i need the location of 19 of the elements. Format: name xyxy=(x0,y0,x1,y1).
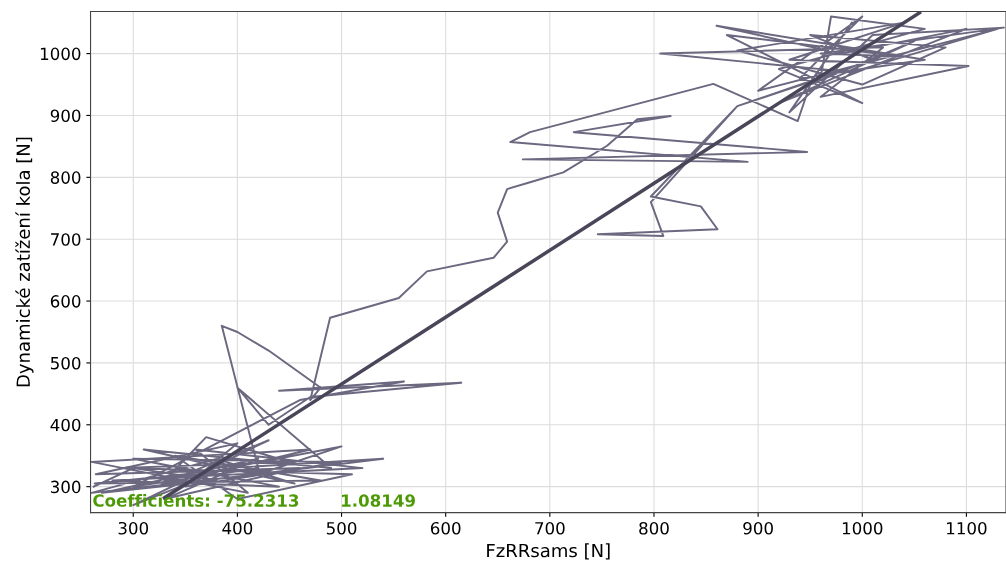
y-tick-label: 600 xyxy=(50,295,81,308)
x-tick-label: 1000 xyxy=(842,521,883,535)
y-tick-label: 900 xyxy=(50,109,81,123)
y-tick-label: 300 xyxy=(50,480,81,494)
x-tick-label: 1100 xyxy=(947,521,987,535)
y-axis-title: Dynamické zatížení kola [N] xyxy=(15,137,34,387)
y-tick-label: 700 xyxy=(51,233,81,246)
x-tick-label: 500 xyxy=(326,521,357,535)
y-tick-label: 400 xyxy=(50,418,81,432)
x-tick-label: 400 xyxy=(222,521,253,535)
x-tick-label: 300 xyxy=(118,521,149,535)
x-axis-title: FzRRsams [N] xyxy=(487,543,610,560)
x-tick-label: 900 xyxy=(743,521,773,535)
y-tick-label: 800 xyxy=(50,171,81,184)
x-tick-label: 800 xyxy=(639,521,669,535)
y-tick-label: 500 xyxy=(50,356,81,370)
x-tick-label: 700 xyxy=(535,521,565,535)
y-tick-label: 1000 xyxy=(40,47,81,61)
x-tick-label: 600 xyxy=(430,521,461,535)
